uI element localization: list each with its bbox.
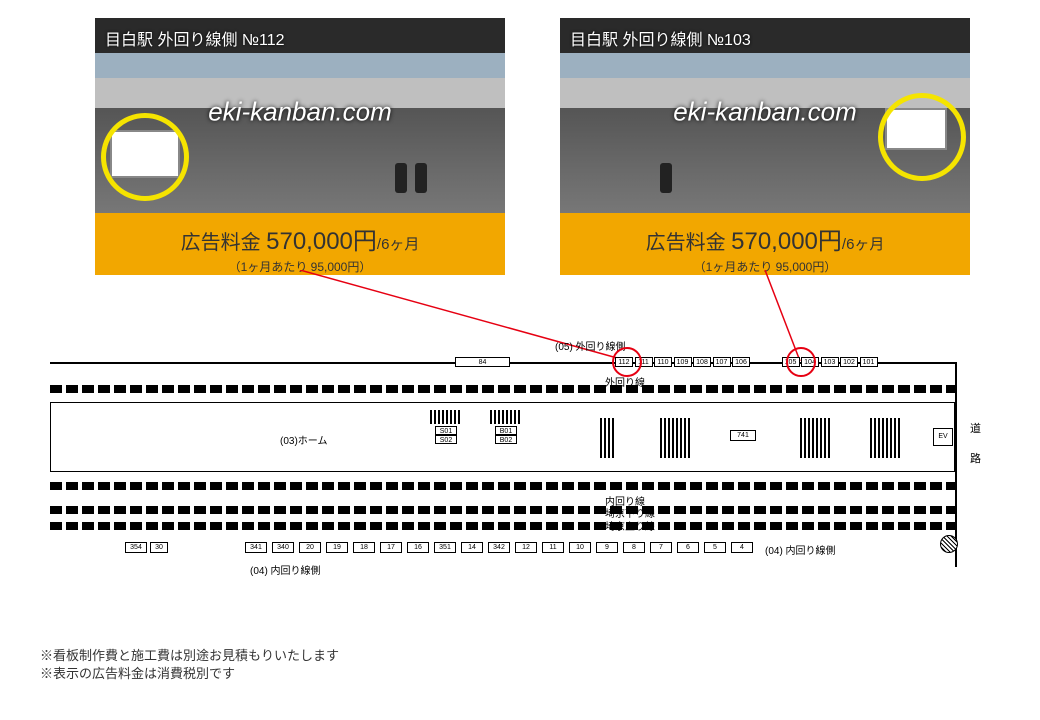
hatch-icon <box>870 418 900 458</box>
spot-box: 8 <box>623 542 645 553</box>
photo-label: 目白駅 外回り線側 №103 <box>570 26 751 50</box>
hatch-icon <box>800 418 830 458</box>
spot-box: B01 <box>495 426 517 435</box>
spot-box: 17 <box>380 542 402 553</box>
spot-box: 12 <box>515 542 537 553</box>
track-saikyo-down <box>50 506 955 514</box>
spot-box: 340 <box>272 542 294 553</box>
track-outer <box>50 385 955 393</box>
target-circle-103 <box>786 347 816 377</box>
spot-box: 110 <box>654 357 672 367</box>
platform-label: (03)ホーム <box>280 432 327 447</box>
compass-icon <box>940 535 958 553</box>
spot-box: S02 <box>435 435 457 444</box>
spot-box: 351 <box>434 542 456 553</box>
spot-box: 18 <box>353 542 375 553</box>
price-bar: 広告料金 570,000円/6ヶ月 （1ヶ月あたり 95,000円） <box>560 213 970 275</box>
spot-box: 109 <box>674 357 692 367</box>
price-main: 広告料金 570,000円/6ヶ月 <box>95 221 505 256</box>
spot-box: 4 <box>731 542 753 553</box>
spot-box: 14 <box>461 542 483 553</box>
ad-card-112: eki-kanban.com 目白駅 外回り線側 №112 広告料金 570,0… <box>95 18 505 275</box>
spot-box: 106 <box>732 357 750 367</box>
spot-box: 11 <box>542 542 564 553</box>
hatch-icon <box>490 410 520 424</box>
footnote: ※看板制作費と施工費は別途お見積もりいたします <box>40 645 339 664</box>
hatch-icon <box>660 418 690 458</box>
price-bar: 広告料金 570,000円/6ヶ月 （1ヶ月あたり 95,000円） <box>95 213 505 275</box>
ad-card-103: eki-kanban.com 目白駅 外回り線側 №103 広告料金 570,0… <box>560 18 970 275</box>
spot-box: 16 <box>407 542 429 553</box>
spot-box: 6 <box>677 542 699 553</box>
spot-box: B02 <box>495 435 517 444</box>
spot-box: S01 <box>435 426 457 435</box>
highlight-circle <box>101 113 189 201</box>
spot-box: 84 <box>455 357 510 367</box>
highlight-circle <box>878 93 966 181</box>
hatch-icon <box>430 410 460 424</box>
track-label-outer: 外回り線 <box>605 374 645 389</box>
hatch-icon <box>600 418 614 458</box>
spot-box: 19 <box>326 542 348 553</box>
price-main: 広告料金 570,000円/6ヶ月 <box>560 221 970 256</box>
spot-box: 103 <box>821 357 839 367</box>
spot-box: 7 <box>650 542 672 553</box>
station-photo: eki-kanban.com 目白駅 外回り線側 №112 <box>95 18 505 213</box>
spot-box: 102 <box>840 357 858 367</box>
road-label: 路 <box>970 450 981 466</box>
watermark: eki-kanban.com <box>673 96 857 127</box>
road-label: 道 <box>970 420 981 436</box>
spot-box: 108 <box>693 357 711 367</box>
spot-box: 341 <box>245 542 267 553</box>
connector-line-103 <box>50 270 990 390</box>
section-label-top: (05) 外回り線側 <box>555 338 626 353</box>
track-label-saikyo-up: 埼京上り線 <box>605 518 655 533</box>
watermark: eki-kanban.com <box>208 96 392 127</box>
track-inner <box>50 482 955 490</box>
spot-box: 10 <box>569 542 591 553</box>
spot-box: 5 <box>704 542 726 553</box>
spot-box: 107 <box>713 357 731 367</box>
station-photo: eki-kanban.com 目白駅 外回り線側 №103 <box>560 18 970 213</box>
spot-box: 20 <box>299 542 321 553</box>
spot-box: 101 <box>860 357 878 367</box>
spot-box: 354 <box>125 542 147 553</box>
ev-box: EV <box>933 428 953 446</box>
spot-box: 9 <box>596 542 618 553</box>
target-circle-112 <box>612 347 642 377</box>
track-saikyo-up <box>50 522 955 530</box>
photo-label: 目白駅 外回り線側 №112 <box>105 26 285 50</box>
spot-box: 741 <box>730 430 756 441</box>
spot-box: 342 <box>488 542 510 553</box>
section-label-bottom: (04) 内回り線側 <box>250 562 321 577</box>
footnote: ※表示の広告料金は消費税別です <box>40 663 235 682</box>
spot-box: 30 <box>150 542 168 553</box>
section-label-right: (04) 内回り線側 <box>765 542 836 557</box>
